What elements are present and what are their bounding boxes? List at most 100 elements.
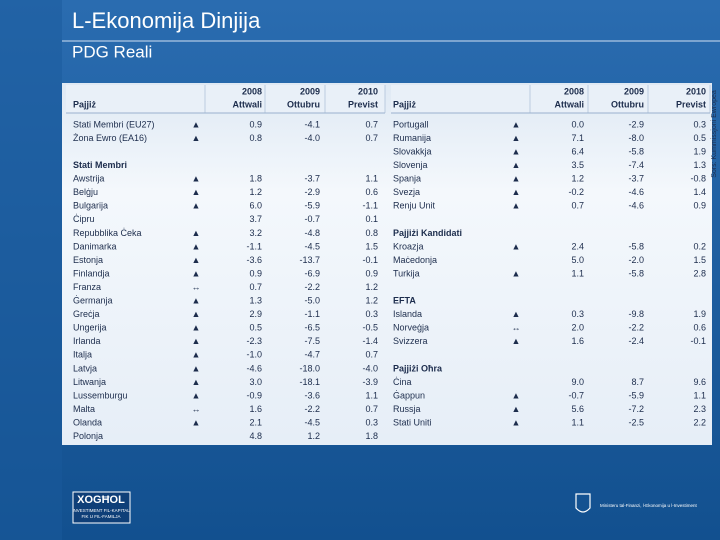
- column-year: 2008: [242, 86, 262, 96]
- section-heading: Stati Membri: [73, 160, 127, 170]
- trend: ▲: [192, 377, 201, 387]
- column-year: 2010: [358, 86, 378, 96]
- value: -3.6: [304, 390, 320, 400]
- value: 0.7: [365, 133, 378, 143]
- value: -4.6: [628, 201, 644, 211]
- trend: ▲: [512, 268, 521, 278]
- value: 0.0: [571, 119, 584, 129]
- country: Awstrija: [73, 174, 104, 184]
- trend: ▲: [512, 309, 521, 319]
- value: -1.4: [362, 336, 378, 346]
- trend: ▲: [512, 417, 521, 427]
- value: -13.7: [299, 255, 320, 265]
- trend: ▲: [192, 119, 201, 129]
- trend: ▲: [512, 390, 521, 400]
- value: -6.5: [304, 323, 320, 333]
- value: 0.9: [249, 119, 262, 129]
- country: Islanda: [393, 309, 422, 319]
- value: 1.8: [365, 431, 378, 441]
- value: -2.2: [304, 404, 320, 414]
- section-heading: EFTA: [393, 296, 416, 306]
- value: 1.6: [249, 404, 262, 414]
- title: L-Ekonomija Dinjija: [72, 8, 261, 33]
- trend: ▲: [512, 201, 521, 211]
- value: 1.1: [571, 268, 584, 278]
- value: -5.8: [628, 146, 644, 156]
- value: -2.2: [628, 323, 644, 333]
- value: 9.6: [693, 377, 706, 387]
- trend: ▲: [512, 187, 521, 197]
- value: -4.1: [304, 119, 320, 129]
- logo-line: INVESTIMENT FIL-KAPITAL: [72, 508, 130, 513]
- column-year: 2009: [300, 86, 320, 96]
- value: 1.1: [693, 390, 706, 400]
- value: -4.8: [304, 228, 320, 238]
- section-heading: Pajjiżi Oħra: [393, 363, 443, 373]
- ministry: Ministeru tal-Finanzi, l-Ekonomija u l-I…: [600, 503, 698, 508]
- country: Ċipru: [73, 214, 95, 224]
- country: Maċedonja: [393, 255, 437, 265]
- value: -0.1: [362, 255, 378, 265]
- value: 3.5: [571, 160, 584, 170]
- logo-line: FIK U FIL-FAMILJA: [81, 514, 120, 519]
- value: -7.4: [628, 160, 644, 170]
- value: 0.7: [365, 404, 378, 414]
- value: -18.1: [299, 377, 320, 387]
- value: -1.0: [246, 350, 262, 360]
- country: Stati Uniti: [393, 417, 432, 427]
- value: 1.5: [365, 241, 378, 251]
- value: 0.1: [365, 214, 378, 224]
- value: -2.9: [304, 187, 320, 197]
- value: -4.7: [304, 350, 320, 360]
- value: -4.0: [304, 133, 320, 143]
- value: -2.4: [628, 336, 644, 346]
- country: Latvja: [73, 363, 97, 373]
- value: 2.0: [571, 323, 584, 333]
- value: -5.8: [628, 268, 644, 278]
- header-band: [66, 85, 385, 113]
- trend: ▲: [512, 174, 521, 184]
- trend: ▲: [192, 255, 201, 265]
- country: Belġju: [73, 187, 98, 197]
- country: Bulgarija: [73, 201, 108, 211]
- value: 1.1: [571, 417, 584, 427]
- country: Stati Membri (EU27): [73, 119, 155, 129]
- value: -4.5: [304, 241, 320, 251]
- trend: ▲: [192, 133, 201, 143]
- country: Olanda: [73, 417, 102, 427]
- value: 1.2: [365, 282, 378, 292]
- value: 0.7: [365, 350, 378, 360]
- country: Żona Ewro (EA16): [73, 133, 147, 143]
- column-label: Attwali: [554, 99, 584, 109]
- country: Svizzera: [393, 336, 428, 346]
- trend: ▲: [192, 390, 201, 400]
- value: 3.7: [249, 214, 262, 224]
- country: Litwanja: [73, 377, 106, 387]
- value: 0.8: [249, 133, 262, 143]
- column-header: Pajjiż: [393, 99, 417, 109]
- value: 1.2: [307, 431, 320, 441]
- value: -0.9: [246, 390, 262, 400]
- value: 0.9: [249, 268, 262, 278]
- country: Norveġja: [393, 323, 429, 333]
- value: -5.9: [304, 201, 320, 211]
- column-header: Pajjiż: [73, 99, 97, 109]
- trend: ▲: [512, 241, 521, 251]
- source: Sors: Kummissjoni Ewropea: [711, 90, 718, 178]
- value: 9.0: [571, 377, 584, 387]
- country: Turkija: [393, 268, 420, 278]
- value: 0.3: [571, 309, 584, 319]
- value: 0.9: [365, 268, 378, 278]
- value: -2.9: [628, 119, 644, 129]
- country: Malta: [73, 404, 95, 414]
- value: 1.5: [693, 255, 706, 265]
- country: Repubblika Ċeka: [73, 228, 142, 238]
- value: 8.7: [631, 377, 644, 387]
- trend: ▲: [192, 296, 201, 306]
- value: -3.9: [362, 377, 378, 387]
- value: 1.2: [365, 296, 378, 306]
- country: Estonja: [73, 255, 103, 265]
- trend: ▲: [512, 146, 521, 156]
- trend: ▲: [512, 404, 521, 414]
- value: -2.2: [304, 282, 320, 292]
